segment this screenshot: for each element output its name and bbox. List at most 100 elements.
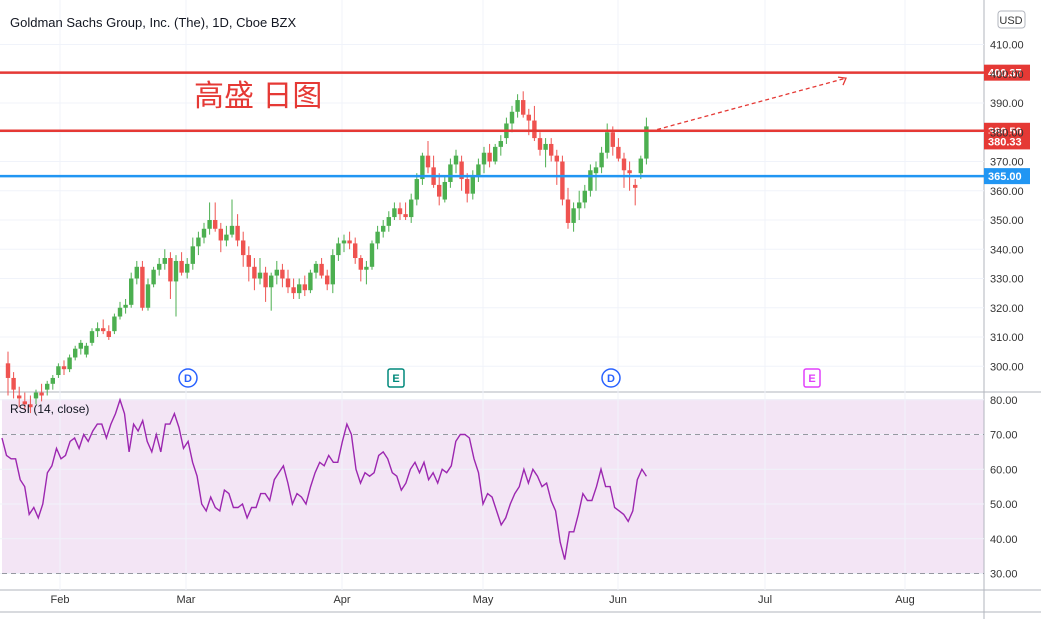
candle [229, 199, 235, 238]
candle [369, 240, 375, 270]
candle-body [291, 287, 296, 294]
candle [45, 380, 50, 396]
candle-body [549, 143, 554, 156]
candle-body [28, 404, 33, 408]
candle-body [325, 275, 330, 285]
candle-body [409, 199, 414, 218]
candle-body [140, 266, 145, 308]
candle-body [95, 328, 100, 332]
candle [246, 246, 251, 282]
candle-body [246, 255, 251, 267]
candle [101, 319, 106, 335]
candle [347, 231, 352, 250]
candle-body [554, 155, 559, 162]
candle [509, 105, 515, 133]
candle-body [392, 208, 397, 218]
candle-body [532, 120, 537, 139]
candle-body [196, 237, 201, 247]
candle [313, 260, 319, 279]
candle [145, 278, 151, 311]
price-tick-label: 370.00 [990, 157, 1024, 169]
candle-body [442, 181, 447, 200]
rsi-label: RSI (14, close) [10, 402, 89, 416]
event-label: E [808, 373, 815, 385]
candle-body [381, 225, 386, 232]
last-price-label: 380.33 [984, 133, 1030, 150]
candle-body [403, 214, 408, 218]
candle [291, 278, 296, 299]
candle [353, 237, 358, 264]
candle-body [621, 158, 627, 171]
candle-body [565, 199, 571, 223]
rsi-tick-label: 30.00 [990, 569, 1018, 581]
candle-body [106, 331, 111, 337]
currency-badge[interactable]: USD [997, 10, 1026, 29]
candle-body [577, 202, 582, 209]
candle-body [241, 240, 246, 256]
candle-body [593, 167, 599, 174]
candle [336, 237, 341, 261]
candle-body [498, 141, 503, 147]
candle-body [263, 272, 268, 288]
candle [190, 237, 195, 270]
candle-body [347, 240, 352, 244]
candle [95, 322, 100, 337]
time-tick-label: Aug [895, 594, 915, 606]
candle-body [616, 146, 621, 159]
candle-body [252, 266, 257, 279]
price-tick-label: 410.00 [990, 40, 1024, 52]
candle-body [605, 132, 610, 153]
candle-body [537, 138, 543, 150]
dividend-icon [178, 368, 198, 388]
candle-body [207, 220, 212, 229]
candle-body [179, 260, 184, 273]
candle [442, 176, 447, 203]
candle [302, 275, 307, 297]
candle [543, 138, 548, 168]
candle [325, 269, 330, 291]
candle [5, 351, 11, 396]
price-tick-label: 300.00 [990, 361, 1024, 373]
candle-body [515, 100, 520, 112]
candle-body [117, 307, 123, 317]
time-tick-label: Jun [609, 594, 627, 606]
candle-body [229, 225, 235, 235]
candle-body [571, 208, 576, 223]
candle-body [353, 243, 358, 259]
candle-body [358, 258, 363, 270]
level-label: 365.00 [984, 168, 1030, 185]
candle-body [185, 263, 190, 273]
candle [257, 258, 263, 285]
candle [263, 266, 268, 302]
candle-body [157, 263, 162, 270]
event-marker: D [178, 368, 198, 388]
earnings-icon [803, 368, 821, 388]
candle-body [336, 243, 341, 256]
candle [493, 143, 498, 165]
candle [481, 146, 487, 174]
rsi-pane [1, 397, 984, 574]
candle [196, 231, 201, 256]
candle [537, 132, 543, 156]
candle [218, 222, 223, 253]
price-tick-label: 360.00 [990, 186, 1024, 198]
candle-body [101, 328, 106, 332]
event-label: D [607, 373, 615, 385]
candle [89, 328, 95, 346]
candle [28, 395, 33, 414]
candle [414, 173, 419, 206]
candle-body [330, 255, 335, 285]
candle [448, 158, 453, 188]
candle-body [285, 278, 291, 288]
projection-arrow [650, 77, 847, 132]
candle-body [453, 155, 459, 165]
candle-body [61, 366, 67, 370]
candle [465, 173, 470, 203]
candle [106, 325, 111, 340]
candle [274, 260, 279, 285]
candle-body [582, 190, 587, 203]
candle [554, 149, 559, 185]
candle-body [168, 258, 173, 282]
